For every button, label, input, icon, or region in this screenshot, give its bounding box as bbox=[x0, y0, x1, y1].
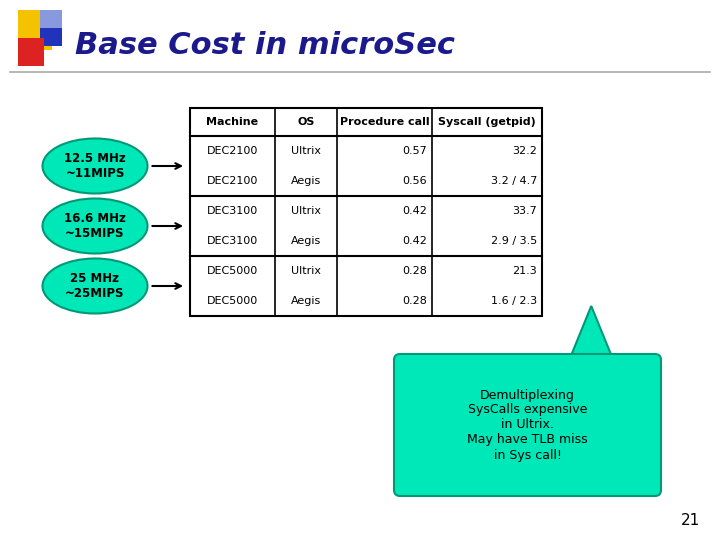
Text: DEC3100: DEC3100 bbox=[207, 206, 258, 216]
Text: Syscall (getpid): Syscall (getpid) bbox=[438, 117, 536, 127]
Text: 25 MHz
~25MIPS: 25 MHz ~25MIPS bbox=[66, 272, 125, 300]
Text: DEC3100: DEC3100 bbox=[207, 236, 258, 246]
FancyBboxPatch shape bbox=[190, 108, 542, 316]
Text: 0.42: 0.42 bbox=[402, 206, 427, 216]
Text: DEC2100: DEC2100 bbox=[207, 146, 258, 156]
Text: Ultrix: Ultrix bbox=[291, 146, 321, 156]
Text: Ultrix: Ultrix bbox=[291, 206, 321, 216]
Text: 16.6 MHz
~15MIPS: 16.6 MHz ~15MIPS bbox=[64, 212, 126, 240]
Text: 1.6 / 2.3: 1.6 / 2.3 bbox=[491, 296, 537, 306]
Text: 0.57: 0.57 bbox=[402, 146, 427, 156]
Text: 21.3: 21.3 bbox=[512, 266, 537, 276]
Text: Procedure call: Procedure call bbox=[340, 117, 429, 127]
Text: DEC5000: DEC5000 bbox=[207, 266, 258, 276]
FancyBboxPatch shape bbox=[18, 38, 44, 66]
Text: 0.56: 0.56 bbox=[402, 176, 427, 186]
Text: Demultiplexing
SysCalls expensive
in Ultrix.
May have TLB miss
in Sys call!: Demultiplexing SysCalls expensive in Ult… bbox=[467, 388, 588, 462]
Text: Machine: Machine bbox=[207, 117, 258, 127]
Ellipse shape bbox=[42, 259, 148, 314]
Text: OS: OS bbox=[297, 117, 315, 127]
FancyBboxPatch shape bbox=[40, 10, 62, 28]
Text: 0.28: 0.28 bbox=[402, 296, 427, 306]
Ellipse shape bbox=[42, 138, 148, 193]
Polygon shape bbox=[570, 306, 613, 360]
Text: 3.2 / 4.7: 3.2 / 4.7 bbox=[490, 176, 537, 186]
Text: Base Cost in microSec: Base Cost in microSec bbox=[75, 30, 455, 59]
Text: Ultrix: Ultrix bbox=[291, 266, 321, 276]
Text: 21: 21 bbox=[680, 513, 700, 528]
Text: Aegis: Aegis bbox=[291, 176, 321, 186]
Text: 33.7: 33.7 bbox=[512, 206, 537, 216]
Text: Aegis: Aegis bbox=[291, 236, 321, 246]
Ellipse shape bbox=[42, 199, 148, 253]
Text: Aegis: Aegis bbox=[291, 296, 321, 306]
FancyBboxPatch shape bbox=[40, 18, 62, 46]
FancyBboxPatch shape bbox=[18, 10, 52, 50]
Text: DEC2100: DEC2100 bbox=[207, 176, 258, 186]
Text: 32.2: 32.2 bbox=[512, 146, 537, 156]
Text: 0.42: 0.42 bbox=[402, 236, 427, 246]
FancyBboxPatch shape bbox=[394, 354, 661, 496]
Text: 0.28: 0.28 bbox=[402, 266, 427, 276]
Text: DEC5000: DEC5000 bbox=[207, 296, 258, 306]
Text: 12.5 MHz
~11MIPS: 12.5 MHz ~11MIPS bbox=[64, 152, 126, 180]
Text: 2.9 / 3.5: 2.9 / 3.5 bbox=[491, 236, 537, 246]
